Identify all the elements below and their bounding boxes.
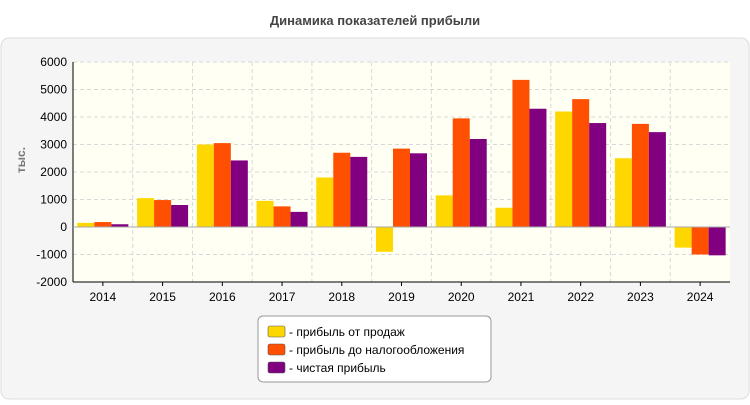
y-tick-label: 0 [60, 220, 67, 234]
bar-2019-series-1 [376, 227, 393, 252]
x-tick-label: 2014 [90, 290, 117, 304]
y-tick-label: 5000 [40, 83, 67, 97]
x-tick-label: 2022 [567, 290, 594, 304]
bar-2021-series-1 [495, 207, 513, 227]
bar-2019-series-2 [393, 148, 410, 227]
bar-2016-series-3 [230, 160, 248, 227]
bar-2020-series-2 [452, 118, 470, 227]
x-tick-label: 2019 [388, 290, 415, 304]
y-tick-label: 2000 [40, 165, 67, 179]
y-tick-label: 6000 [40, 55, 67, 69]
legend-label-1: - прибыль от продаж [289, 325, 405, 339]
chart-title: Динамика показателей прибыли [270, 13, 480, 28]
bar-2020-series-1 [435, 195, 453, 227]
legend-swatch-1 [267, 325, 286, 338]
y-tick-label: 4000 [40, 110, 67, 124]
x-tick-label: 2020 [448, 290, 475, 304]
y-tick-label: 3000 [40, 138, 67, 152]
legend-swatch-2 [267, 343, 286, 356]
legend-swatch-3 [267, 361, 286, 374]
bar-2017-series-3 [290, 211, 308, 227]
bar-2015-series-1 [137, 198, 155, 227]
y-tick-label: 1000 [40, 193, 67, 207]
bar-2024-series-1 [674, 227, 692, 248]
bar-2016-series-2 [213, 143, 231, 227]
y-tick-label: -1000 [36, 248, 67, 262]
bar-2024-series-2 [691, 227, 709, 255]
x-tick-label: 2015 [149, 290, 176, 304]
bar-2022-series-1 [555, 111, 573, 227]
bar-2017-series-1 [256, 200, 274, 227]
bar-2014-series-2 [94, 222, 112, 227]
bar-2023-series-2 [631, 123, 649, 227]
bar-2018-series-3 [350, 156, 368, 227]
legend-label-2: - прибыль до налогообложения [289, 343, 464, 357]
bar-2023-series-3 [648, 132, 666, 227]
bar-2017-series-2 [273, 206, 291, 227]
axes-layer [72, 62, 730, 286]
bar-2021-series-3 [529, 108, 547, 227]
bar-2023-series-1 [614, 158, 632, 227]
legend-box [257, 315, 492, 383]
bar-2018-series-1 [316, 177, 334, 227]
bar-2021-series-2 [512, 79, 530, 227]
bar-2022-series-2 [572, 99, 590, 227]
legend-label-3: - чистая прибыль [289, 361, 386, 375]
bar-2019-series-3 [410, 153, 427, 227]
x-tick-label: 2024 [687, 290, 714, 304]
bar-2014-series-3 [111, 224, 129, 227]
bar-2020-series-3 [469, 139, 487, 227]
bar-2015-series-3 [171, 205, 189, 227]
bar-2016-series-1 [196, 144, 214, 227]
bar-2024-series-3 [708, 227, 726, 256]
legend: - прибыль от продаж - прибыль до налогооб… [257, 315, 492, 383]
bar-2015-series-2 [154, 200, 172, 227]
x-tick-label: 2016 [209, 290, 236, 304]
bar-2014-series-1 [77, 222, 95, 227]
bars-layer [77, 79, 726, 256]
x-tick-label: 2018 [328, 290, 355, 304]
bar-2022-series-3 [589, 123, 607, 227]
x-tick-label: 2023 [627, 290, 654, 304]
x-tick-label: 2017 [269, 290, 296, 304]
x-tick-label: 2021 [508, 290, 535, 304]
y-axis-label: тыс. [14, 147, 28, 173]
y-tick-label: -2000 [36, 275, 67, 289]
bar-2018-series-2 [333, 152, 351, 227]
legend-items: - прибыль от продаж - прибыль до налогооб… [267, 325, 464, 375]
ticks-layer: -2000 -1000 0 1000 2000 3000 4000 5000 6000 2014 2… [36, 55, 714, 304]
